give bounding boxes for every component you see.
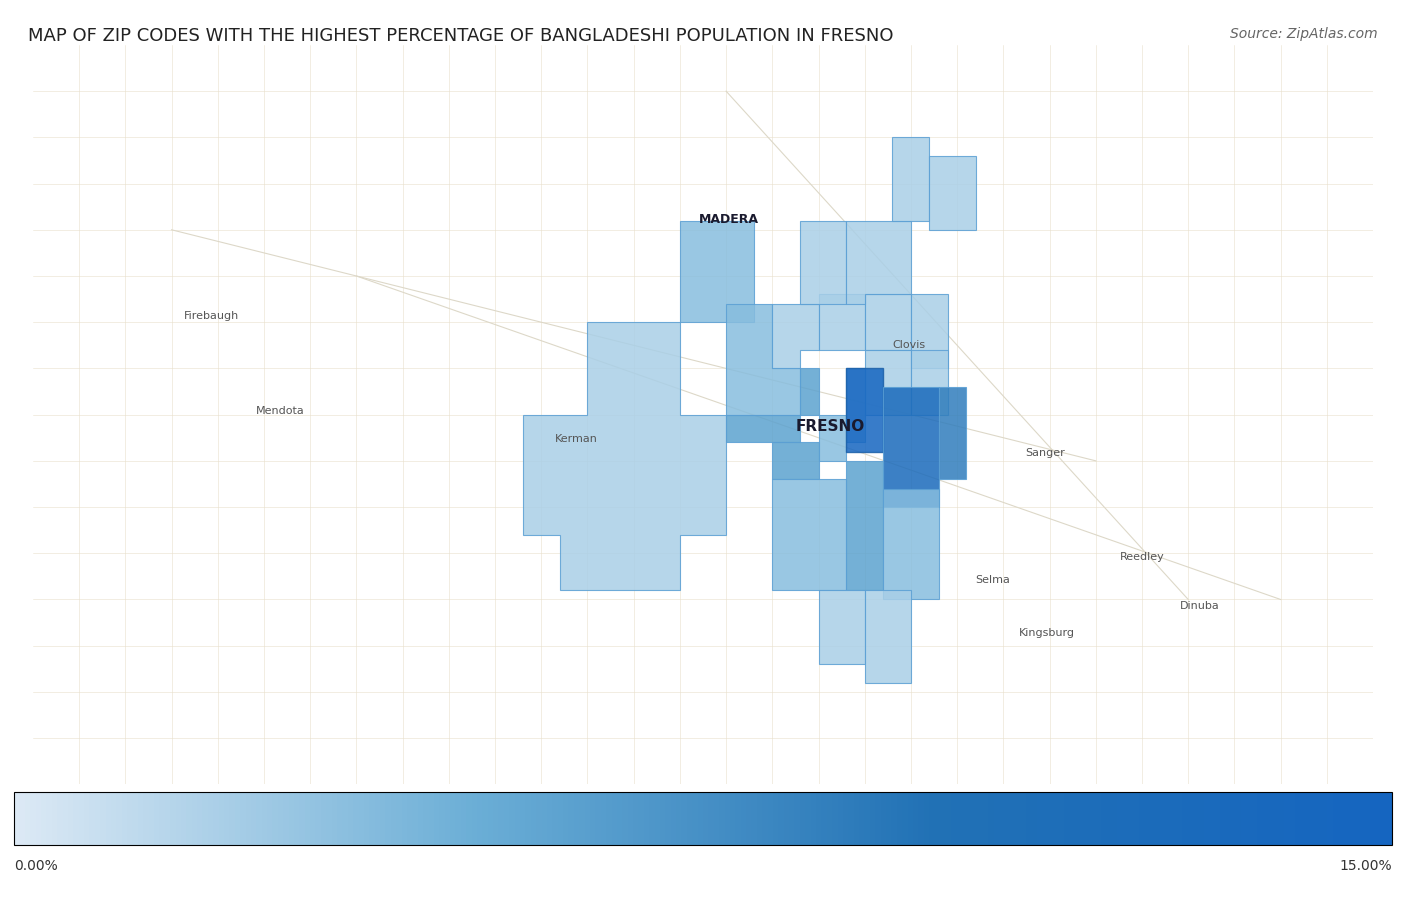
Polygon shape [846,461,883,591]
Text: Kingsburg: Kingsburg [1019,628,1074,637]
Polygon shape [883,488,939,600]
Polygon shape [725,304,800,414]
Polygon shape [939,387,966,479]
Polygon shape [929,156,976,230]
Polygon shape [818,414,846,461]
Polygon shape [818,295,865,350]
Text: Reedley: Reedley [1119,552,1164,562]
Polygon shape [846,369,883,451]
Polygon shape [846,220,911,304]
Polygon shape [865,350,911,414]
Text: Firebaugh: Firebaugh [184,311,239,321]
Polygon shape [681,220,754,322]
Polygon shape [772,479,846,591]
Polygon shape [818,591,865,664]
Polygon shape [893,138,929,220]
Polygon shape [772,304,818,369]
Text: FRESNO: FRESNO [796,419,865,434]
Text: MAP OF ZIP CODES WITH THE HIGHEST PERCENTAGE OF BANGLADESHI POPULATION IN FRESNO: MAP OF ZIP CODES WITH THE HIGHEST PERCEN… [28,27,894,45]
Polygon shape [725,414,800,442]
Polygon shape [883,387,939,507]
Polygon shape [800,220,846,304]
Text: MADERA: MADERA [699,213,759,227]
Text: 0.00%: 0.00% [14,859,58,873]
Polygon shape [523,322,725,591]
Text: Mendota: Mendota [256,406,305,416]
Text: 15.00%: 15.00% [1340,859,1392,873]
Polygon shape [865,591,911,682]
Polygon shape [911,350,948,414]
Text: Dinuba: Dinuba [1181,601,1220,611]
Polygon shape [800,369,818,414]
Text: Clovis: Clovis [893,341,925,351]
Polygon shape [772,442,818,479]
Text: Sanger: Sanger [1025,449,1064,458]
Text: Source: ZipAtlas.com: Source: ZipAtlas.com [1230,27,1378,41]
Text: Kerman: Kerman [555,433,598,444]
Polygon shape [865,295,911,350]
Text: Selma: Selma [974,575,1010,585]
Polygon shape [911,295,948,369]
Polygon shape [846,369,865,442]
